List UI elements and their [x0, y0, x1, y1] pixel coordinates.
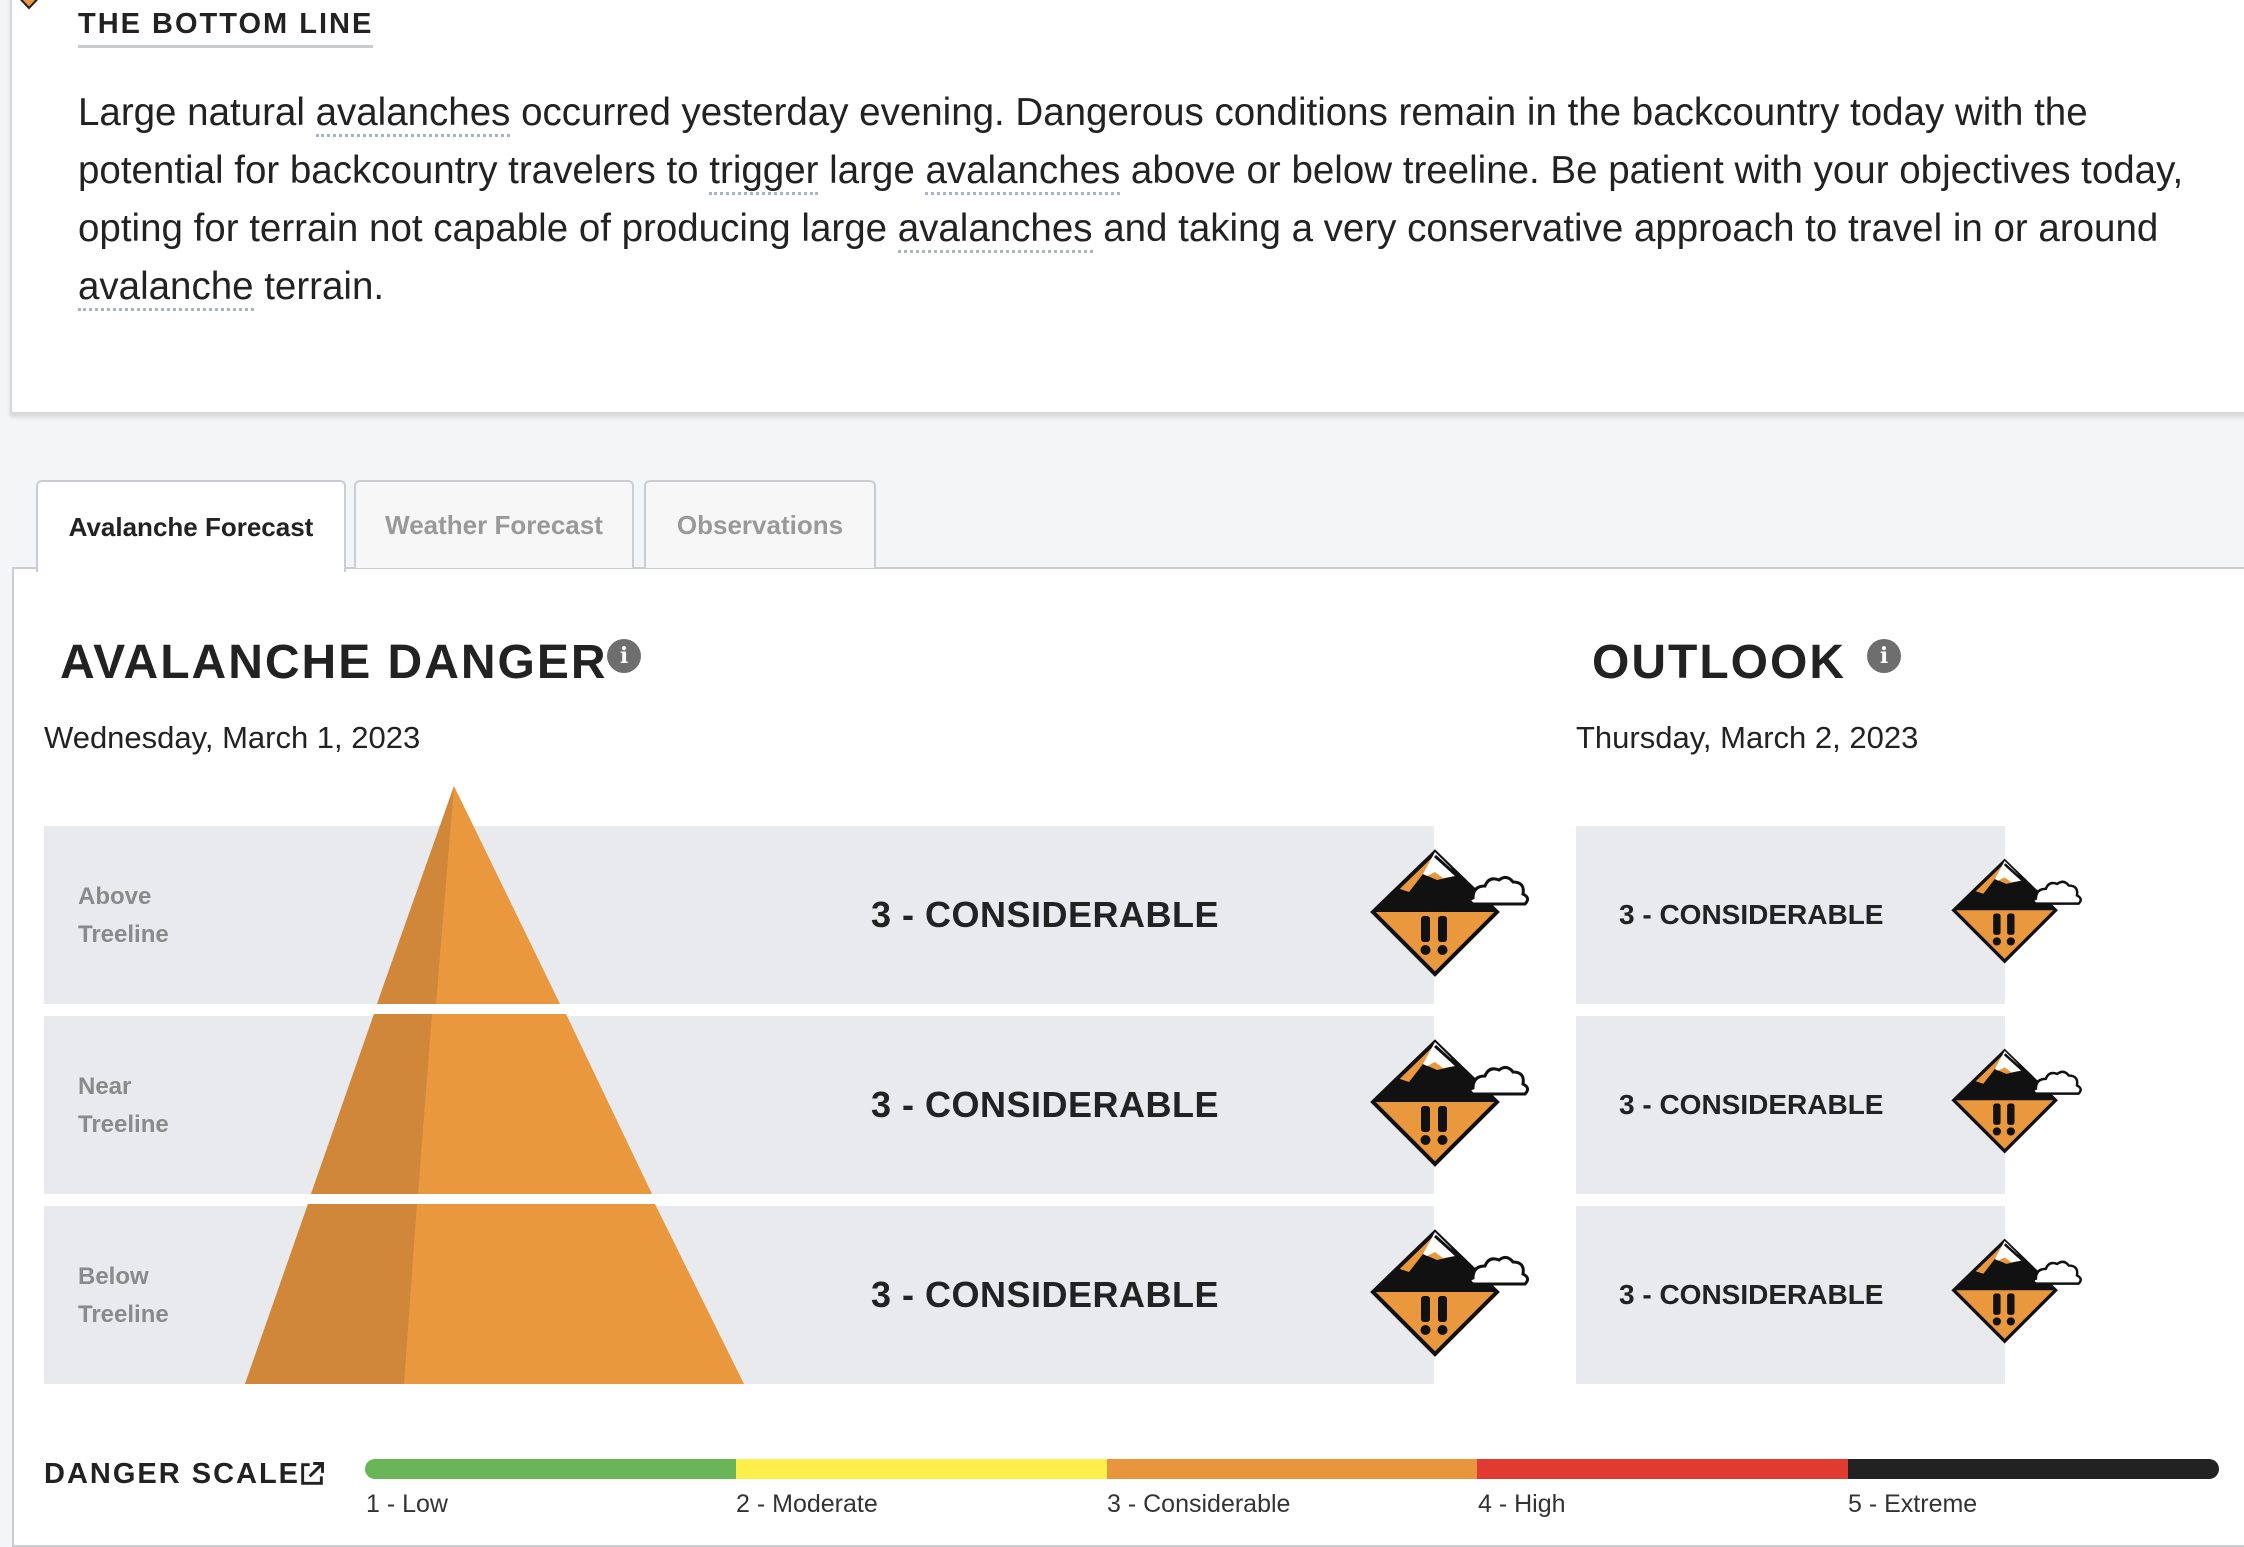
elevation-label-line: Treeline — [78, 1301, 169, 1328]
scale-segment-low — [365, 1459, 736, 1479]
bottom-line-card — [10, 0, 2244, 414]
considerable-danger-icon — [1370, 849, 1530, 977]
considerable-danger-icon — [1951, 1048, 2082, 1154]
outlook-band-below-treeline — [1576, 1206, 2005, 1384]
tab-avalanche-forecast[interactable]: Avalanche Forecast — [36, 480, 346, 572]
forecast-date: Wednesday, March 1, 2023 — [44, 720, 421, 755]
external-link-icon[interactable] — [298, 1460, 326, 1488]
text-segment: terrain. — [253, 265, 385, 308]
text-segment: above or below treeline. Be patient with… — [78, 149, 2184, 250]
elevation-label-above: Above Treeline — [78, 878, 169, 954]
glossary-link-avalanches[interactable]: avalanches — [925, 149, 1121, 195]
text-segment: Large natural — [78, 91, 316, 134]
scale-segment-high — [1477, 1459, 1849, 1479]
elevation-label-line: Below — [78, 1263, 149, 1290]
text-segment: and taking a very conservative approach … — [1092, 207, 2159, 250]
elevation-label-line: Treeline — [78, 1111, 169, 1138]
scale-tick-label: 2 - Moderate — [736, 1490, 878, 1518]
elevation-label-line: Treeline — [78, 921, 169, 948]
danger-rating-above: 3 - CONSIDERABLE — [871, 894, 1220, 935]
outlook-band-near-treeline — [1576, 1016, 2005, 1194]
elevation-label-line: Above — [78, 883, 152, 910]
outlook-rating-near: 3 - CONSIDERABLE — [1619, 1089, 1884, 1120]
info-icon[interactable]: i — [607, 639, 641, 673]
considerable-danger-icon — [1951, 858, 2082, 964]
glossary-link-avalanches[interactable]: avalanches — [897, 207, 1093, 253]
outlook-date: Thursday, March 2, 2023 — [1576, 720, 1919, 755]
text-segment: occurred yesterday evening. Dangerous co… — [78, 91, 2088, 192]
danger-marker-icon — [20, 0, 38, 10]
scale-segment-extreme — [1848, 1459, 2219, 1479]
danger-scale-link[interactable]: DANGER SCALE — [44, 1458, 301, 1490]
scale-tick-label: 4 - High — [1478, 1490, 1566, 1518]
elevation-label-line: Near — [78, 1073, 132, 1100]
elevation-label-below: Below Treeline — [78, 1258, 169, 1334]
danger-scale-bar — [365, 1459, 2219, 1479]
bottom-line-text: Large natural avalanches occurred yester… — [78, 84, 2218, 316]
considerable-danger-icon — [1370, 1229, 1530, 1357]
danger-rating-near: 3 - CONSIDERABLE — [871, 1084, 1220, 1125]
scale-tick-label: 1 - Low — [366, 1490, 448, 1518]
outlook-rating-above: 3 - CONSIDERABLE — [1619, 899, 1884, 930]
info-icon[interactable]: i — [1867, 639, 1901, 673]
elevation-band-near-treeline — [44, 1016, 1434, 1194]
bottom-line-title: THE BOTTOM LINE — [78, 8, 374, 48]
scale-segment-moderate — [735, 1459, 1107, 1479]
text-segment: large — [818, 149, 926, 192]
scale-tick-label: 5 - Extreme — [1848, 1490, 1978, 1518]
considerable-danger-icon — [1951, 1238, 2082, 1344]
danger-rating-below: 3 - CONSIDERABLE — [871, 1274, 1220, 1315]
scale-tick-label: 3 - Considerable — [1107, 1490, 1291, 1518]
scale-segment-considerable — [1106, 1459, 1478, 1479]
elevation-band-above-treeline — [44, 826, 1434, 1004]
glossary-link-avalanche[interactable]: avalanche — [78, 265, 254, 311]
outlook-title: OUTLOOK — [1592, 636, 1846, 689]
considerable-danger-icon — [1370, 1039, 1530, 1167]
glossary-link-avalanches[interactable]: avalanches — [315, 91, 511, 137]
tab-weather-forecast[interactable]: Weather Forecast — [354, 480, 634, 568]
tab-observations[interactable]: Observations — [644, 480, 876, 568]
elevation-band-below-treeline — [44, 1206, 1434, 1384]
elevation-label-near: Near Treeline — [78, 1068, 169, 1144]
glossary-link-trigger[interactable]: trigger — [709, 149, 819, 195]
outlook-rating-below: 3 - CONSIDERABLE — [1619, 1279, 1884, 1310]
avalanche-danger-title: AVALANCHE DANGER — [60, 636, 608, 689]
outlook-band-above-treeline — [1576, 826, 2005, 1004]
